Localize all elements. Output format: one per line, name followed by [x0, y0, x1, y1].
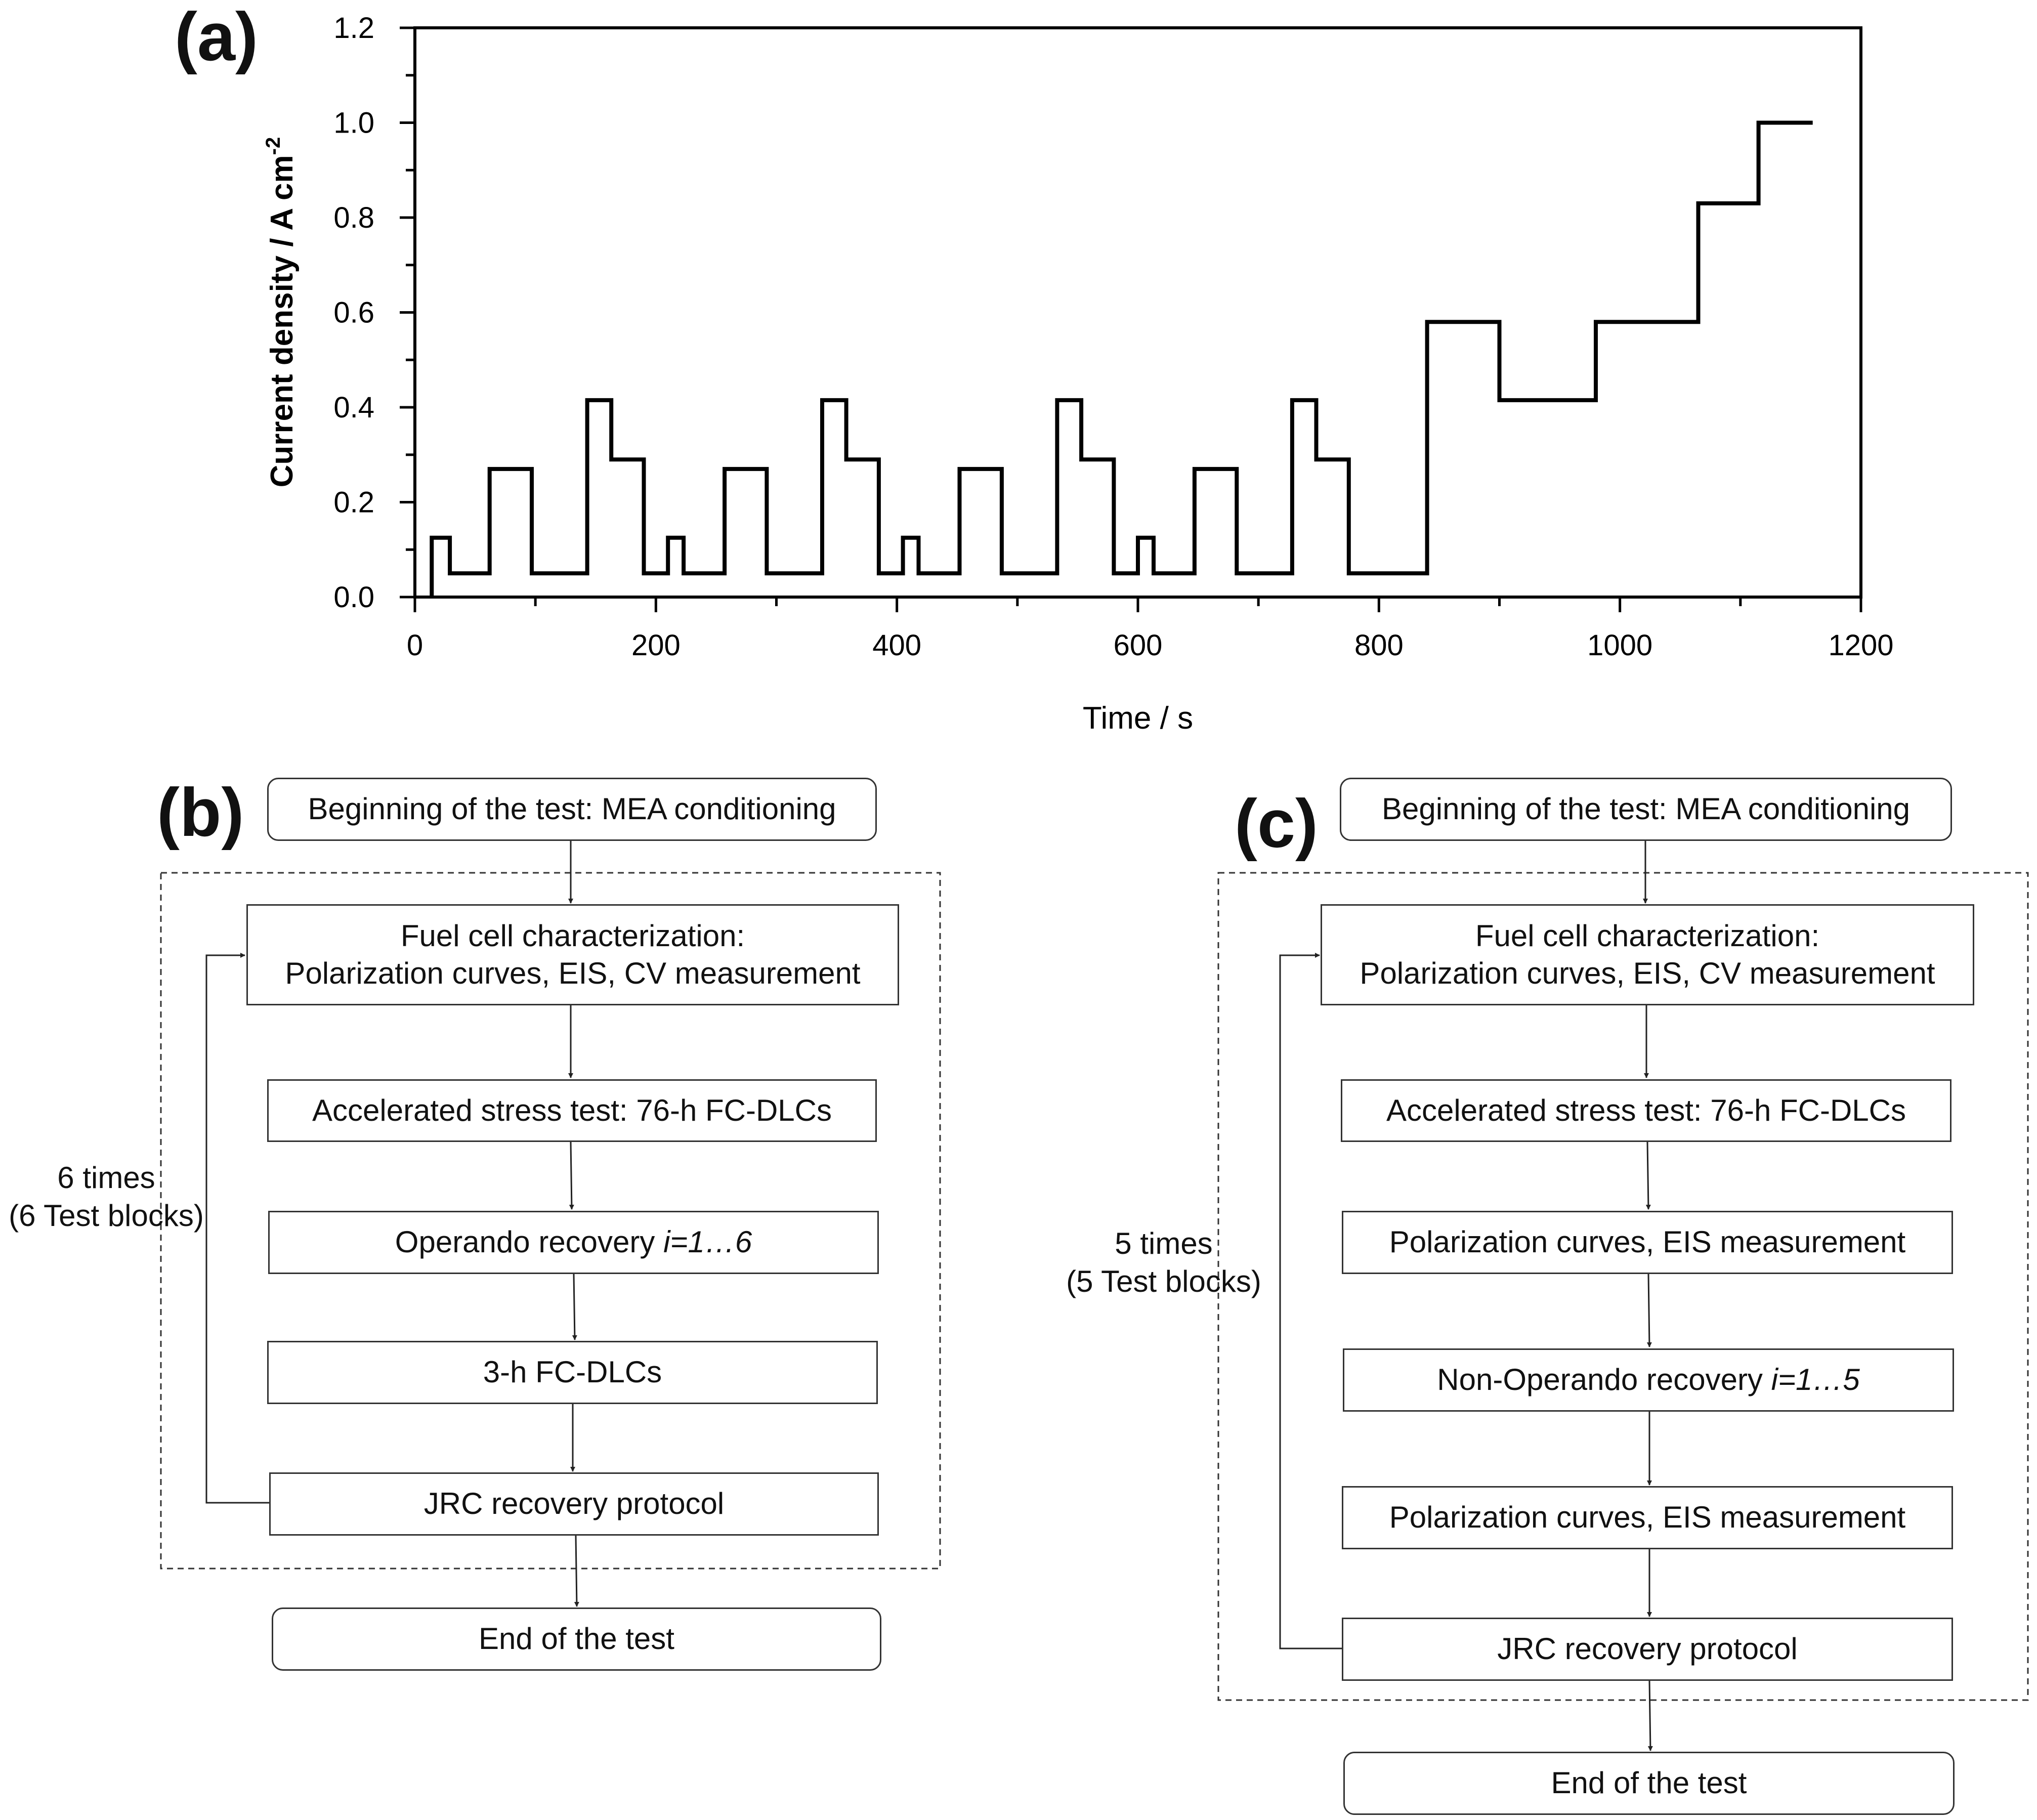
characterization-box-b: Fuel cell characterization: Polarization … — [246, 904, 899, 1005]
arrow-b-6 — [574, 1535, 579, 1607]
short-dlc-box-b: 3-h FC-DLCs — [267, 1341, 878, 1404]
short-dlc-text-b: 3-h FC-DLCs — [483, 1355, 662, 1389]
start-box-b: Beginning of the test: MEA conditioning — [267, 778, 877, 841]
loop-count-c: 5 times — [1115, 1226, 1213, 1260]
arrow-c-7 — [1647, 1680, 1653, 1751]
characterization-title-b: Fuel cell characterization: — [400, 918, 745, 953]
ast-text-c: Accelerated stress test: 76-h FC-DLCs — [1386, 1093, 1906, 1127]
series-line-0 — [430, 120, 1813, 597]
jrc-text-b: JRC recovery protocol — [423, 1487, 725, 1521]
x-tick-label-200: 200 — [631, 629, 681, 662]
x-tick-label-0: 0 — [407, 629, 423, 662]
polarization-text-c-1: Polarization curves, EIS measurement — [1389, 1225, 1906, 1259]
current-density-chart: 0 200 400 600 800 1000 1200 0.0 0.2 0.4 0.6 0.8 1.0 1… — [262, 12, 1894, 736]
x-tick-label-400: 400 — [872, 629, 921, 662]
end-box-c: End of the test — [1343, 1752, 1955, 1815]
polarization-text-c-2: Polarization curves, EIS measurement — [1389, 1500, 1906, 1535]
loop-count-b: 6 times — [57, 1161, 155, 1195]
panel-label-c: (c) — [1235, 785, 1318, 862]
jrc-box-b: JRC recovery protocol — [269, 1472, 879, 1536]
ast-text-b: Accelerated stress test: 76-h FC-DLCs — [312, 1093, 832, 1127]
y-axis-label: Current density / A cm-2 — [262, 137, 300, 487]
start-box-c: Beginning of the test: MEA conditioning — [1340, 778, 1952, 841]
plot-frame — [413, 26, 1862, 599]
y-tick-label-2: 0.4 — [333, 391, 374, 424]
x-tick-label-1000: 1000 — [1587, 629, 1652, 662]
loop-label-c: 5 times (5 Test blocks) — [1057, 1224, 1270, 1300]
end-text-b: End of the test — [479, 1622, 674, 1656]
panel-label-b: (b) — [157, 774, 244, 851]
arrow-b-3 — [569, 1141, 574, 1210]
ast-box-c: Accelerated stress test: 76-h FC-DLCs — [1341, 1079, 1951, 1142]
jrc-box-c: JRC recovery protocol — [1342, 1618, 1953, 1681]
polarization-box-c-1: Polarization curves, EIS measurement — [1342, 1211, 1953, 1274]
arrow-b-4 — [572, 1274, 577, 1340]
arrow-c-3 — [1645, 1141, 1651, 1210]
characterization-detail-c: Polarization curves, EIS, CV measurement — [1360, 956, 1935, 990]
recovery-index-c: i=1…5 — [1771, 1363, 1860, 1397]
recovery-text-b: Operando recovery — [395, 1225, 664, 1259]
characterization-detail-b: Polarization curves, EIS, CV measurement — [285, 956, 861, 990]
loop-arrow-b — [205, 953, 269, 1504]
x-axis-label: Time / s — [1083, 701, 1193, 736]
operando-recovery-box-b: Operando recovery i=1…6 — [268, 1211, 879, 1274]
y-tick-label-3: 0.6 — [333, 297, 374, 329]
ast-box-b: Accelerated stress test: 76-h FC-DLCs — [267, 1079, 877, 1142]
test-block-boundary-b — [160, 872, 941, 1570]
x-tick-label-600: 600 — [1114, 629, 1163, 662]
y-axis-label-main: Current density / A cm — [265, 155, 300, 487]
polarization-box-c-2: Polarization curves, EIS measurement — [1342, 1486, 1953, 1549]
y-tick-label-1: 0.2 — [333, 486, 374, 519]
recovery-text-c: Non-Operando recovery — [1437, 1363, 1771, 1397]
loop-label-b: 6 times (6 Test blocks) — [0, 1159, 213, 1235]
characterization-title-c: Fuel cell characterization: — [1475, 918, 1820, 953]
y-tick-label-0: 0.0 — [333, 581, 374, 614]
x-tick-label-800: 800 — [1354, 629, 1404, 662]
end-box-b: End of the test — [272, 1607, 881, 1671]
non-operando-recovery-box-c: Non-Operando recovery i=1…5 — [1343, 1348, 1954, 1412]
ticks-layer: 0 200 400 600 800 1000 1200 0.0 0.2 0.4 0.6 0.8 1.0 1… — [333, 12, 1893, 662]
series-layer — [430, 120, 1813, 597]
y-tick-label-4: 0.8 — [333, 201, 374, 234]
recovery-index-b: i=1…6 — [663, 1225, 752, 1259]
loop-blocks-b: (6 Test blocks) — [9, 1199, 204, 1233]
arrow-c-4 — [1646, 1274, 1652, 1347]
y-axis-label-superscript: -2 — [262, 137, 284, 155]
loop-arrow-c — [1279, 953, 1342, 1649]
start-text-c: Beginning of the test: MEA conditioning — [1381, 792, 1911, 826]
panel-label-a: (a) — [175, 0, 258, 75]
y-tick-label-6: 1.2 — [333, 12, 374, 45]
test-block-boundary-c — [1217, 872, 2029, 1701]
jrc-text-c: JRC recovery protocol — [1497, 1632, 1798, 1666]
x-tick-label-1200: 1200 — [1828, 629, 1893, 662]
characterization-box-c: Fuel cell characterization: Polarization … — [1321, 904, 1974, 1005]
end-text-c: End of the test — [1551, 1766, 1747, 1800]
y-tick-label-5: 1.0 — [333, 107, 374, 140]
start-text-b: Beginning of the test: MEA conditioning — [308, 792, 836, 826]
loop-blocks-c: (5 Test blocks) — [1066, 1264, 1261, 1298]
